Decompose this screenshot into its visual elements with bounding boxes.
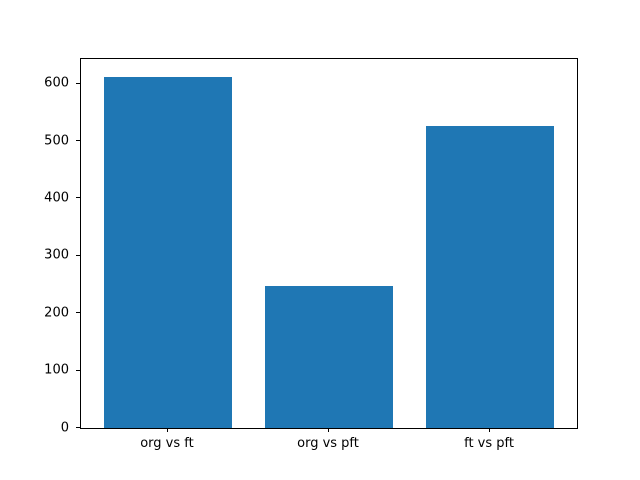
x-tick-label-org-vs-pft: org vs pft [297,436,359,451]
plot-area [80,58,578,429]
y-tick-label: 400 [44,190,69,206]
bar-org-vs-pft [264,286,394,428]
y-tick-mark [76,312,80,314]
y-tick-label: 200 [44,305,69,321]
y-tick-mark [76,369,80,371]
y-tick-label: 300 [44,247,69,263]
y-tick-label: 0 [60,420,69,435]
bar-org-vs-ft [103,76,233,428]
y-tick-mark [76,140,80,142]
y-tick-mark [76,427,80,428]
y-tick-mark [76,254,80,256]
x-tick-label-ft-vs-pft: ft vs pft [464,436,514,451]
y-tick-label: 100 [44,362,69,378]
x-tick-mark [328,428,329,432]
bar-ft-vs-pft [425,125,555,428]
x-tick-mark [166,428,168,432]
x-tick-label-org-vs-ft: org vs ft [140,436,194,451]
x-tick-mark [489,428,491,432]
y-tick-mark [76,82,80,84]
y-tick-mark [76,197,80,199]
y-tick-label: 500 [44,133,69,149]
y-tick-label: 600 [44,75,69,91]
